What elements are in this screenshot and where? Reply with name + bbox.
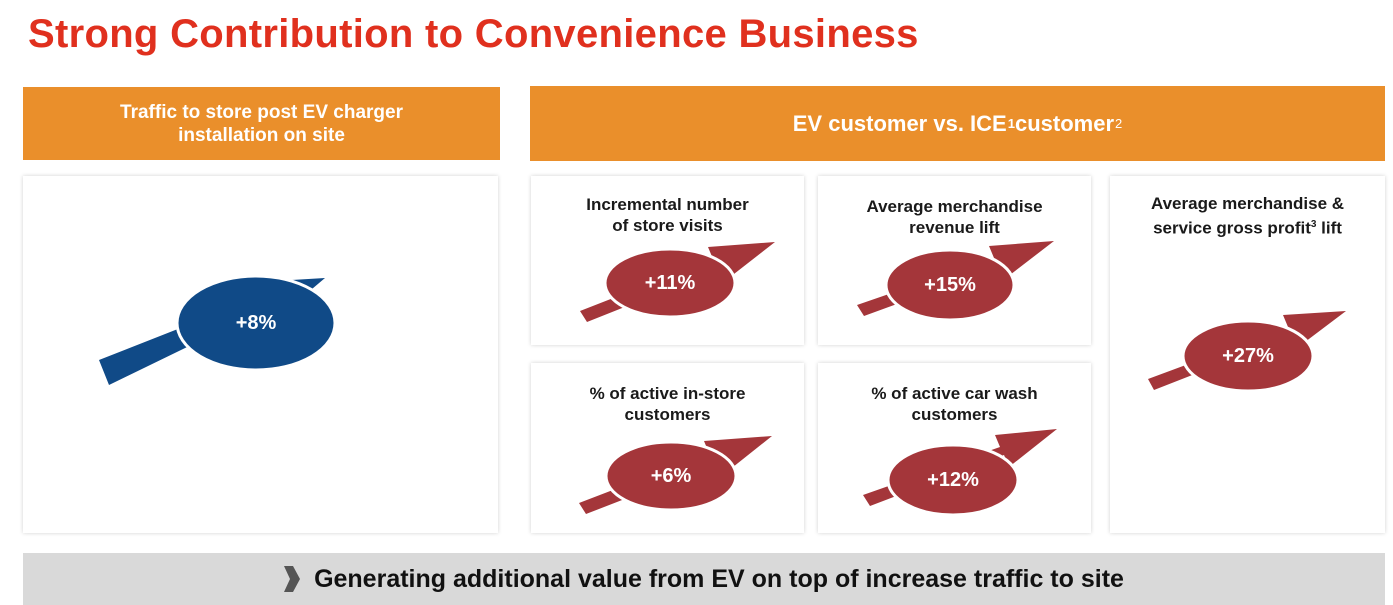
gross-profit-label-tail: lift — [1316, 218, 1342, 238]
ev-vs-ice-header-tail: customer — [1014, 110, 1115, 136]
gross-profit-graphic — [1148, 311, 1346, 393]
car-wash-label: % of active car wash customers — [871, 384, 1038, 424]
value-badge — [604, 440, 738, 512]
footnote-3: 3 — [1310, 219, 1317, 230]
value-badge — [175, 274, 337, 372]
footer-text: Generating additional value from EV on t… — [314, 564, 1124, 593]
store-visits-graphic — [580, 242, 775, 322]
car-wash-value: +12% — [927, 469, 979, 491]
gross-profit-label-main: Average merchandise & service gross prof… — [1150, 194, 1345, 238]
merch-revenue-graphic — [857, 241, 1054, 322]
store-visits-value: +11% — [644, 272, 696, 294]
gross-profit-value: +27% — [1222, 345, 1274, 367]
instore-customers-value: +6% — [650, 465, 692, 487]
ev-vs-ice-header-main: EV customer vs. ICE — [792, 110, 1007, 136]
merch-revenue-value: +15% — [924, 274, 976, 296]
traffic-growth-graphic — [99, 274, 337, 385]
gross-profit-label: Average merchandise & service gross prof… — [1110, 193, 1385, 239]
instore-customers-card: % of active in-store customers +6% — [531, 363, 804, 533]
value-badge — [603, 247, 737, 319]
traffic-header: Traffic to store post EV charger install… — [23, 87, 500, 160]
traffic-header-text: Traffic to store post EV charger install… — [120, 101, 403, 146]
store-visits-label: Incremental number of store visits — [586, 195, 749, 235]
page-title: Strong Contribution to Convenience Busin… — [28, 12, 919, 56]
traffic-value: +8% — [235, 312, 277, 334]
value-badge — [1181, 319, 1315, 393]
gross-profit-card: Average merchandise & service gross prof… — [1110, 176, 1385, 533]
car-wash-graphic — [863, 429, 1057, 517]
traffic-card: +8% — [23, 176, 498, 533]
car-wash-card: % of active car wash customers +12% — [818, 363, 1091, 533]
ev-vs-ice-header: EV customer vs. ICE 1 customer 2 — [530, 86, 1385, 161]
footnote-2: 2 — [1115, 116, 1123, 131]
instore-customers-graphic — [579, 436, 772, 514]
store-visits-card: Incremental number of store visits +11% — [531, 176, 804, 345]
instore-customers-label: % of active in-store customers — [589, 384, 746, 424]
merch-revenue-card: Average merchandise revenue lift +15% — [818, 176, 1091, 345]
footer-banner: Generating additional value from EV on t… — [23, 553, 1385, 605]
value-badge — [886, 443, 1020, 517]
footnote-1: 1 — [1007, 116, 1015, 131]
merch-revenue-label: Average merchandise revenue lift — [866, 197, 1043, 237]
value-badge — [884, 248, 1016, 322]
chevron-right-icon — [284, 566, 301, 592]
